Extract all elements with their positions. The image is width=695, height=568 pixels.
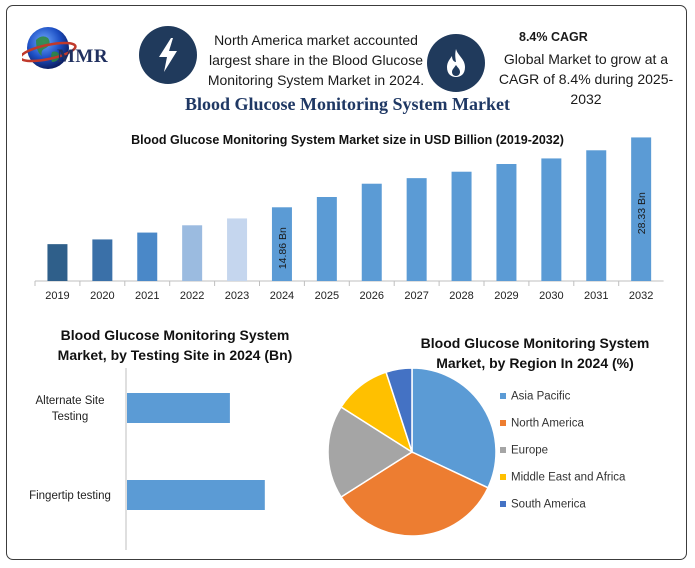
- bar-testing-site: [127, 393, 230, 423]
- bar-2021: [137, 232, 158, 281]
- x-tick-label: 2023: [225, 290, 249, 302]
- x-tick-label: 2030: [539, 290, 563, 302]
- x-tick-label: 2031: [584, 290, 608, 302]
- legend-swatch: [500, 393, 506, 399]
- title-line: Blood Glucose Monitoring System: [60, 327, 290, 343]
- highlight-line: largest share in the Blood Glucose: [208, 52, 423, 68]
- highlight-line: North America market accounted: [214, 32, 418, 48]
- cagr-title: 8.4% CAGR: [519, 30, 588, 44]
- x-tick-label: 2026: [360, 290, 384, 302]
- legend-label: South America: [511, 499, 586, 511]
- testing-site-bar-chart: Alternate Site Testing Fingertip testing: [29, 368, 265, 550]
- bar-2031: [586, 150, 607, 281]
- bar-2023: [227, 218, 248, 281]
- north-america-highlight: North America market accounted largest s…: [207, 30, 425, 90]
- bar-2027: [406, 178, 427, 281]
- x-tick-label: 2029: [494, 290, 518, 302]
- pie-slice-asia-pacific: [411, 367, 497, 489]
- x-tick-label: 2021: [135, 290, 159, 302]
- testing-site-chart-title: Blood Glucose Monitoring System Market, …: [30, 325, 320, 365]
- region-chart-title: Blood Glucose Monitoring System Market, …: [402, 333, 668, 373]
- bar-chart-title: Blood Glucose Monitoring System Market s…: [131, 133, 564, 147]
- category-label: Alternate Site: [35, 395, 104, 407]
- region-pie-chart: Asia Pacific North America Europe Middle Ea…: [327, 367, 626, 537]
- x-tick-label: 2027: [404, 290, 428, 302]
- pie-slice-north-america: [340, 451, 490, 537]
- lightning-bolt-icon: [139, 26, 197, 84]
- cagr-highlight: Global Market to grow at a CAGR of 8.4% …: [488, 49, 684, 109]
- bar-2020: [92, 239, 113, 281]
- flame-icon: [427, 34, 485, 92]
- x-tick-label: 2024: [270, 290, 294, 302]
- legend-label: Europe: [511, 445, 548, 457]
- x-tick-label: 2025: [315, 290, 339, 302]
- x-tick-label: 2032: [629, 290, 653, 302]
- pie-slice-south-america: [385, 367, 413, 453]
- title-line: Market, by Region In 2024 (%): [436, 355, 634, 371]
- logo-text: MMR: [57, 46, 109, 67]
- x-tick-label: 2028: [449, 290, 473, 302]
- pie-slice-europe: [327, 405, 414, 499]
- bar-testing-site: [127, 480, 265, 510]
- bar-2019: [47, 244, 68, 281]
- data-label-2024: 14.86 Bn: [277, 227, 289, 269]
- bar-2028: [451, 171, 472, 281]
- legend-swatch: [500, 420, 506, 426]
- infographic-frame: [6, 5, 687, 560]
- legend-swatch: [500, 474, 506, 480]
- bar-2026: [361, 183, 382, 281]
- x-tick-label: 2020: [90, 290, 114, 302]
- market-size-bar-chart: 2019 2020 2021 2022 2023 2024 2025 2026 2027 2028…: [34, 137, 664, 302]
- title-line: Blood Glucose Monitoring System: [420, 335, 650, 351]
- bar-2025: [316, 197, 337, 281]
- page-title: Blood Glucose Monitoring System Market: [185, 94, 510, 114]
- bar-2032: [631, 137, 652, 281]
- title-line: Market, by Testing Site in 2024 (Bn): [57, 347, 293, 363]
- bar-2029: [496, 164, 517, 281]
- data-label-2032: 28.33 Bn: [636, 192, 648, 234]
- legend-swatch: [500, 447, 506, 453]
- bar-2024: [271, 207, 292, 281]
- bar-2030: [541, 158, 562, 281]
- category-label: Testing: [52, 411, 88, 423]
- legend-label: Middle East and Africa: [511, 472, 626, 484]
- highlight-line: CAGR of 8.4% during 2025-2032: [498, 71, 674, 107]
- bar-2022: [182, 225, 203, 281]
- legend-swatch: [500, 501, 506, 507]
- highlight-line: Monitoring System Market in 2024.: [207, 72, 425, 88]
- legend-label: Asia Pacific: [511, 391, 571, 403]
- highlight-line: Global Market to grow at a: [503, 51, 669, 67]
- x-tick-label: 2022: [180, 290, 204, 302]
- category-label: Fingertip testing: [29, 490, 111, 502]
- x-tick-label: 2019: [45, 290, 69, 302]
- legend-label: North America: [511, 418, 584, 430]
